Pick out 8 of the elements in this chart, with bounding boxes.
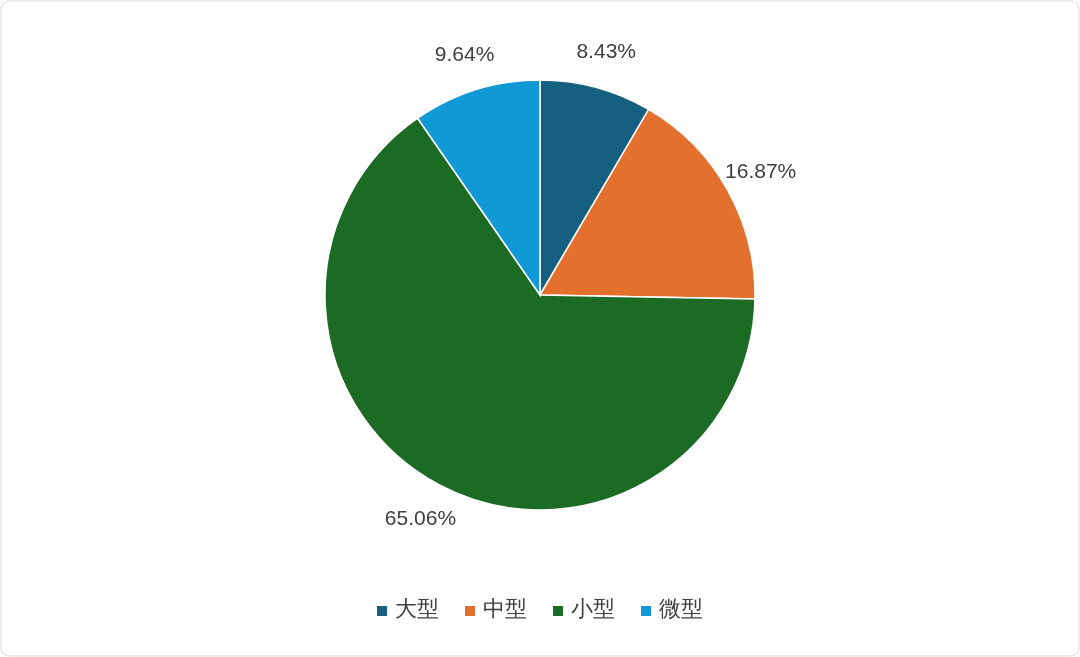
data-label: 9.64% bbox=[434, 41, 495, 65]
legend-label: 小型 bbox=[571, 596, 615, 621]
legend-label: 微型 bbox=[659, 596, 703, 621]
data-label: 65.06% bbox=[384, 505, 457, 529]
data-label: 8.43% bbox=[576, 38, 636, 62]
data-label: 16.87% bbox=[725, 159, 797, 183]
legend-label: 大型 bbox=[395, 596, 439, 621]
legend-label: 中型 bbox=[483, 596, 527, 621]
